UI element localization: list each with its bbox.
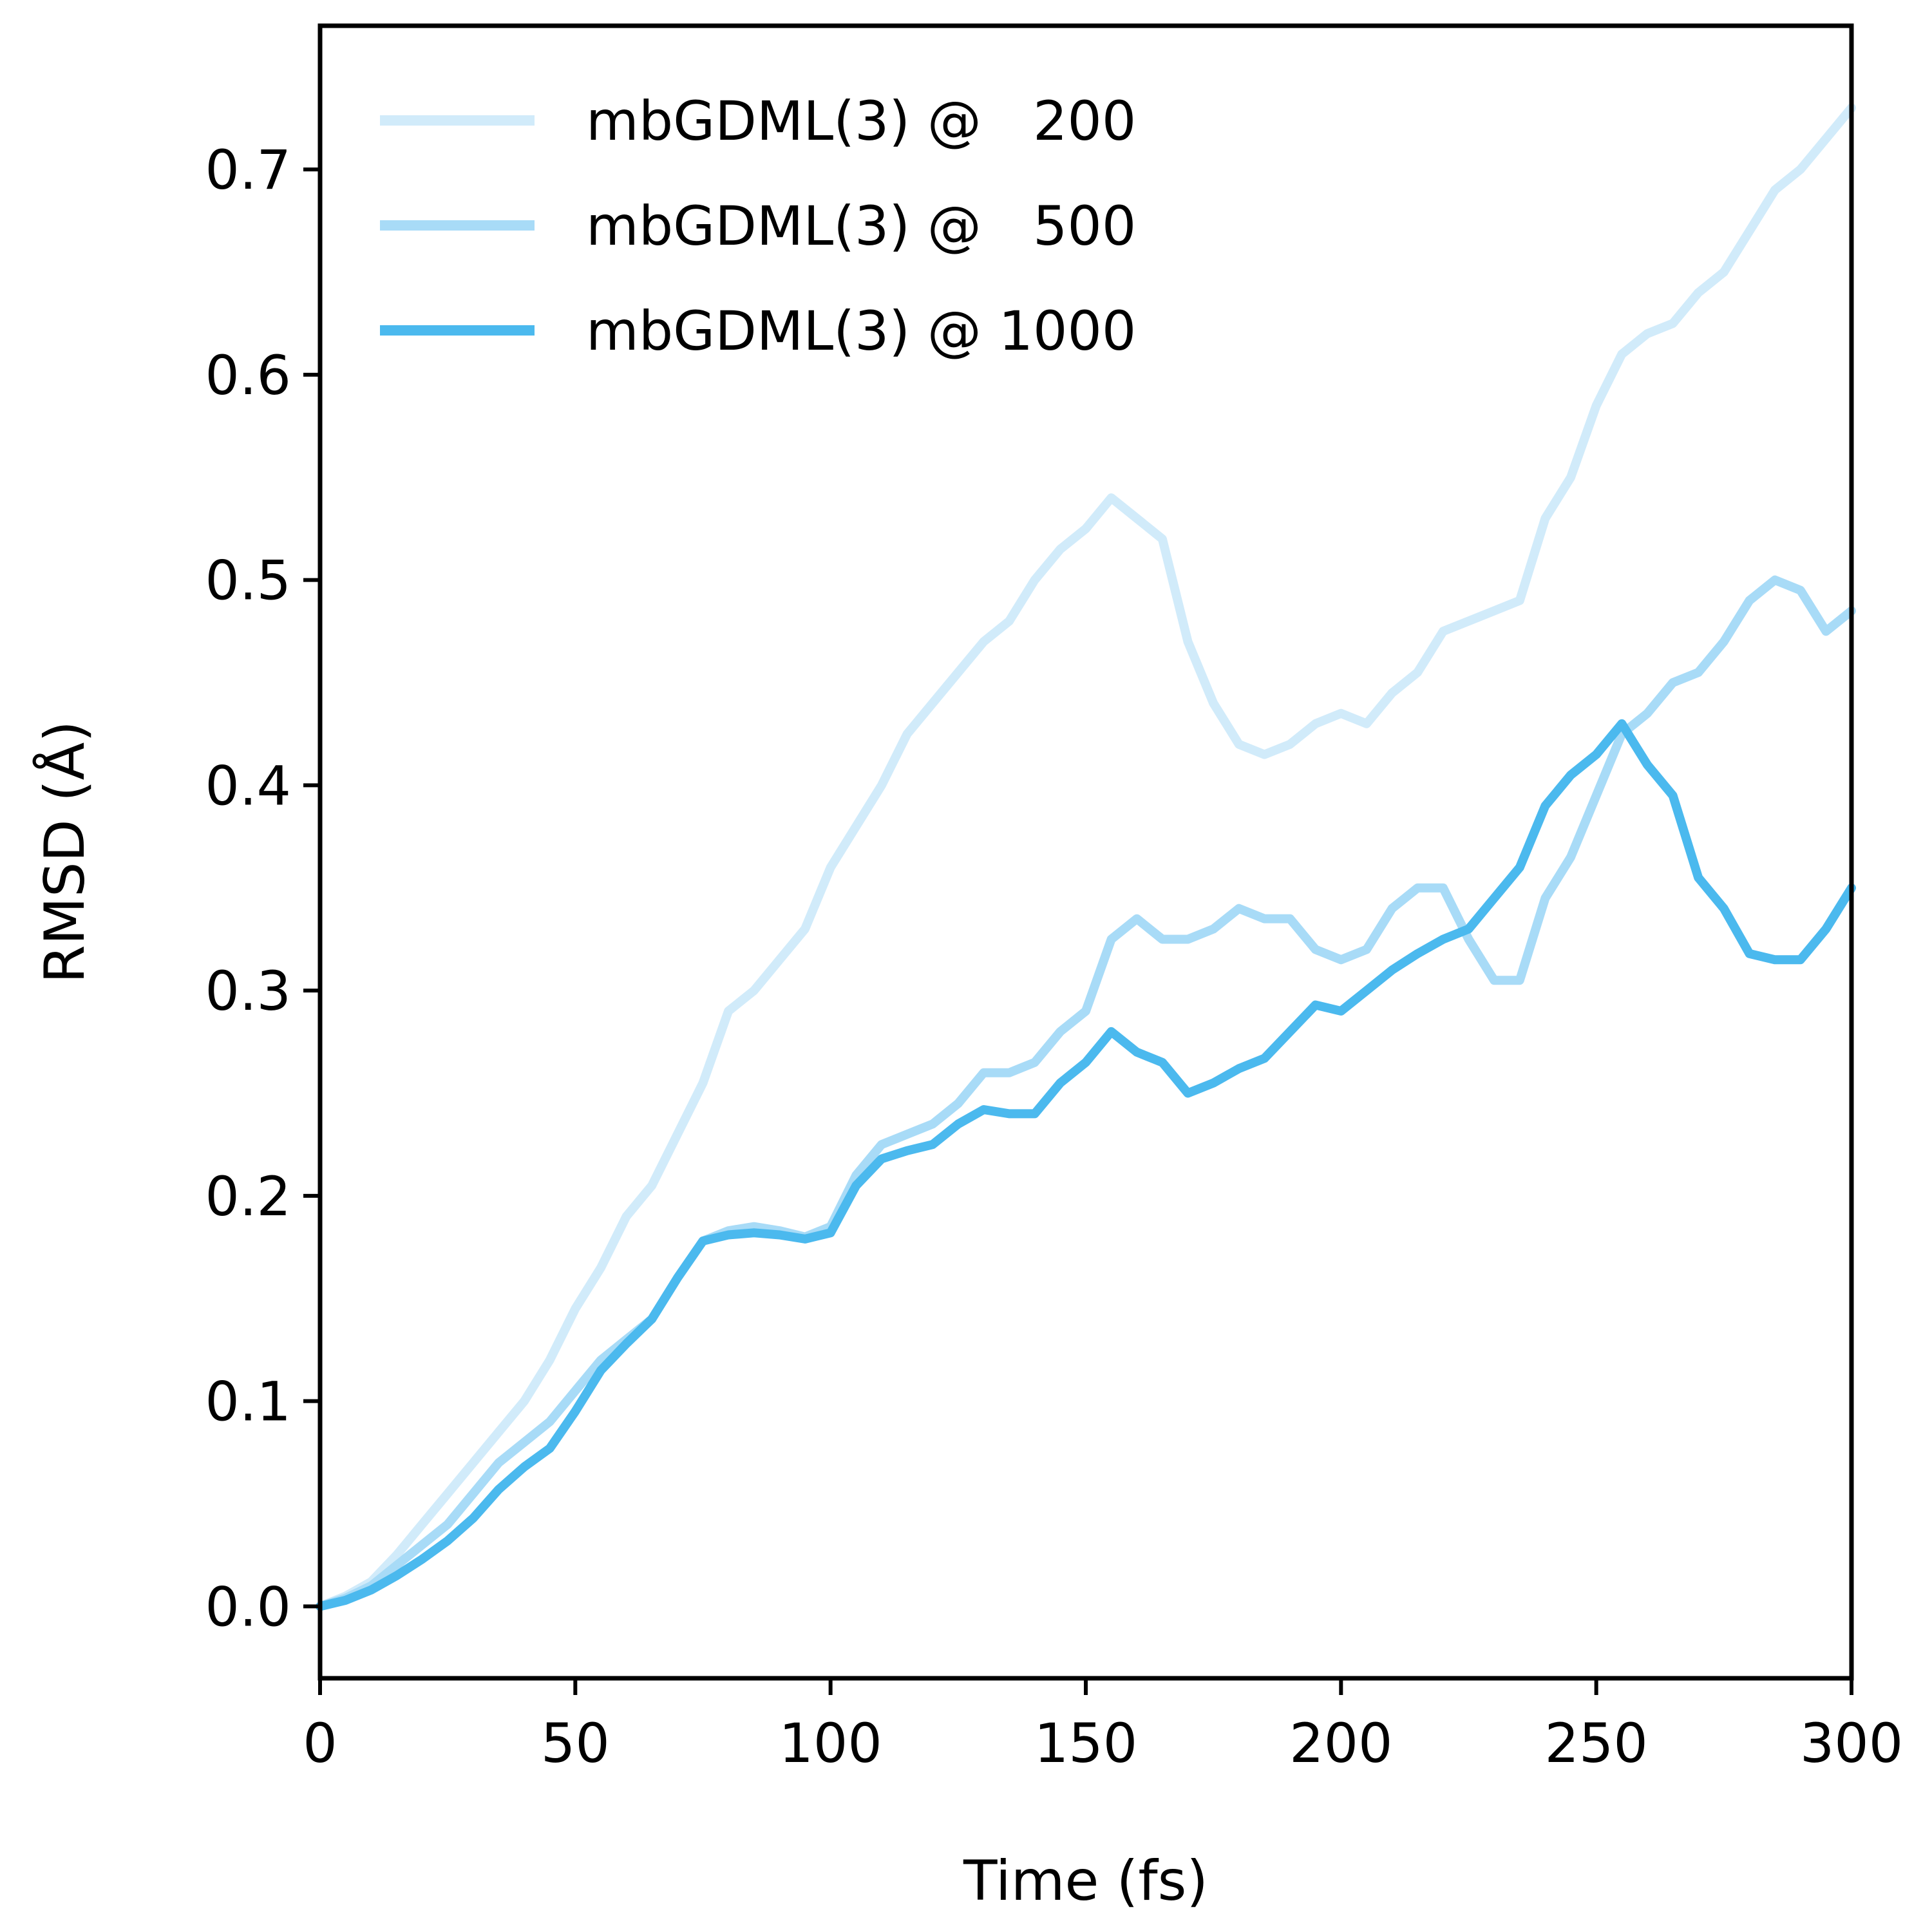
x-tick-label: 0 [303,1712,337,1775]
x-axis-ticks: 0 50 100 150 200 250 300 [303,1678,1903,1775]
y-tick-label: 0.2 [205,1165,291,1228]
series-line-3 [316,719,1856,1611]
x-tick-label: 150 [1034,1712,1137,1775]
y-tick-label: 0.3 [205,960,291,1023]
series-layer [316,103,1856,1611]
series-line-2 [316,575,1856,1611]
y-axis-label: RMSD (Å) [32,721,97,983]
x-tick-label: 200 [1289,1712,1392,1775]
x-axis-label: Time (fs) [963,1849,1208,1913]
legend-label-1: mbGDML(3) @ 200 [586,90,1136,153]
y-tick-label: 0.4 [205,754,291,817]
x-tick-label: 250 [1544,1712,1647,1775]
y-tick-label: 0.6 [205,344,291,407]
legend: mbGDML(3) @ 200 mbGDML(3) @ 500 mbGDML(3) … [380,90,1136,363]
y-axis-ticks: 0.0 0.1 0.2 0.3 0.4 0.5 0.6 0.7 [205,138,320,1638]
x-tick-label: 100 [779,1712,882,1775]
y-tick-label: 0.5 [205,549,291,612]
legend-label-3: mbGDML(3) @ 1000 [586,299,1136,363]
series-line-1 [316,103,1856,1611]
x-tick-label: 300 [1800,1712,1903,1775]
y-tick-label: 0.0 [205,1575,291,1638]
plot-frame [317,23,1854,1681]
y-tick-label: 0.1 [205,1370,291,1434]
y-tick-label: 0.7 [205,138,291,202]
legend-label-2: mbGDML(3) @ 500 [586,194,1136,258]
x-tick-label: 50 [541,1712,610,1775]
